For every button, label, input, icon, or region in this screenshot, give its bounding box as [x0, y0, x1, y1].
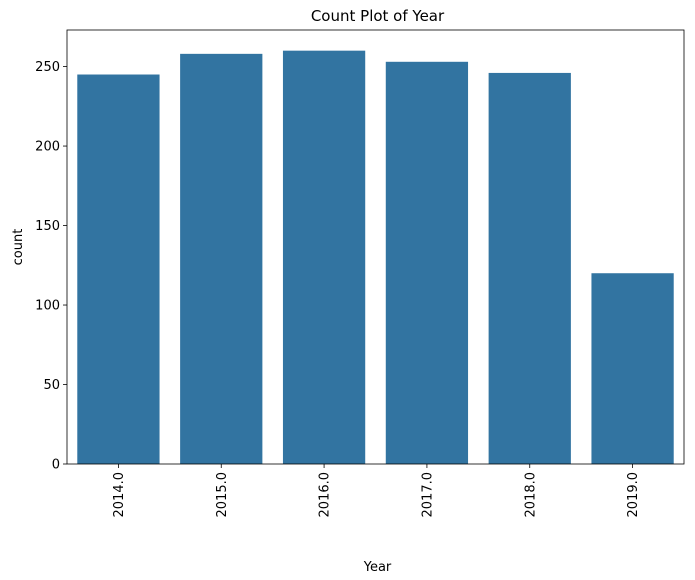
bar-2014.0: [77, 74, 160, 464]
x-tick-label: 2017.0: [420, 472, 435, 518]
axes-frame: [66, 29, 685, 465]
x-axis: 2014.0 2015.0 2016.0 2017.0 2018.0 2019.0: [112, 464, 641, 518]
bar-2017.0: [385, 61, 469, 465]
y-axis-label: count: [11, 229, 26, 266]
y-tick-label: 250: [35, 60, 60, 75]
y-tick-label: 150: [35, 219, 60, 234]
bar-2015.0: [180, 53, 263, 464]
bar-2016.0: [282, 50, 366, 465]
y-tick-label: 100: [35, 299, 60, 314]
y-axis: 0 50 100 150 200 250: [35, 60, 67, 473]
bar-2018.0: [488, 72, 571, 464]
y-tick-label: 200: [35, 140, 60, 155]
chart-title: Count Plot of Year: [311, 7, 445, 25]
x-tick-label: 2015.0: [215, 472, 230, 518]
plot-area: [77, 50, 674, 465]
y-tick-label: 0: [52, 458, 60, 473]
bar-2019.0: [591, 273, 674, 464]
x-axis-label: Year: [363, 560, 392, 575]
y-tick-label: 50: [43, 378, 60, 393]
x-tick-label: 2014.0: [112, 472, 127, 518]
x-tick-label: 2016.0: [318, 472, 333, 518]
x-tick-label: 2018.0: [523, 472, 538, 518]
x-tick-label: 2019.0: [626, 472, 641, 518]
